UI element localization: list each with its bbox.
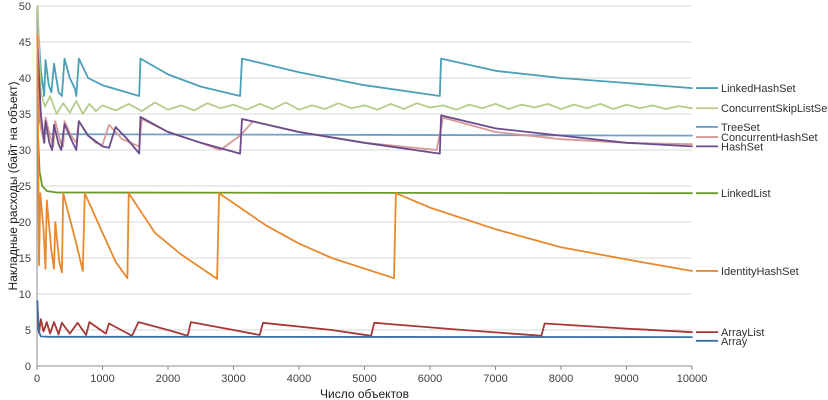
legend-label-linkedhashset: LinkedHashSet (721, 83, 796, 95)
legend-label-concurrentskiplistset: ConcurrentSkipListSet (721, 103, 828, 115)
legend-label-array: Array (721, 336, 748, 348)
series-line-concurrenthashset (36, 33, 693, 151)
x-tick-label: 1000 (90, 373, 114, 385)
y-tick-label: 5 (25, 325, 31, 337)
x-tick-label: 8000 (549, 373, 573, 385)
y-tick-label: 0 (25, 361, 31, 373)
legend-label-arraylist: ArrayList (721, 327, 764, 339)
x-axis-title: Число объектов (320, 387, 409, 400)
x-tick-label: 7000 (483, 373, 507, 385)
x-tick-label: 2000 (156, 373, 180, 385)
series-line-linkedhashset (36, 19, 693, 97)
y-tick-label: 50 (19, 1, 31, 13)
series-line-hashset (36, 48, 693, 155)
gridlines (37, 5, 692, 331)
legend-label-treeset: TreeSet (721, 122, 760, 134)
y-tick-label: 45 (19, 37, 31, 49)
series-lines (36, 5, 693, 338)
axes: 0 5 10 15 20 25 30 35 40 45 50 0 1000 2000 3000 4000 500… (19, 1, 708, 385)
x-tick-label: 6000 (418, 373, 442, 385)
y-tick-label: 40 (19, 73, 31, 85)
y-tick-label: 30 (19, 145, 31, 157)
y-tick-label: 35 (19, 109, 31, 121)
series-line-identityhashset (36, 33, 693, 280)
legend: LinkedHashSet ConcurrentSkipListSet TreeSe… (696, 83, 828, 348)
x-tick-label: 5000 (352, 373, 376, 385)
x-tick-label: 9000 (614, 373, 638, 385)
x-tick-label: 0 (34, 373, 40, 385)
x-tick-label: 10000 (677, 373, 708, 385)
y-tick-label: 15 (19, 253, 31, 265)
y-axis-title: Накладные расходы (байт на объект) (6, 82, 20, 291)
x-tick-label: 3000 (221, 373, 245, 385)
legend-label-hashset: HashSet (721, 141, 763, 153)
legend-label-concurrenthashset: ConcurrentHashSet (721, 132, 818, 144)
y-tick-label: 10 (19, 289, 31, 301)
y-tick-label: 25 (19, 181, 31, 193)
series-line-linkedlist (36, 127, 693, 195)
series-line-arraylist (36, 300, 693, 337)
series-line-concurrentskiplistset (36, 5, 693, 115)
legend-label-linkedlist: LinkedList (721, 188, 771, 200)
legend-label-identityhashset: IdentityHashSet (721, 266, 799, 278)
x-tick-label: 4000 (287, 373, 311, 385)
series-line-array (36, 300, 693, 338)
y-tick-label: 20 (19, 217, 31, 229)
